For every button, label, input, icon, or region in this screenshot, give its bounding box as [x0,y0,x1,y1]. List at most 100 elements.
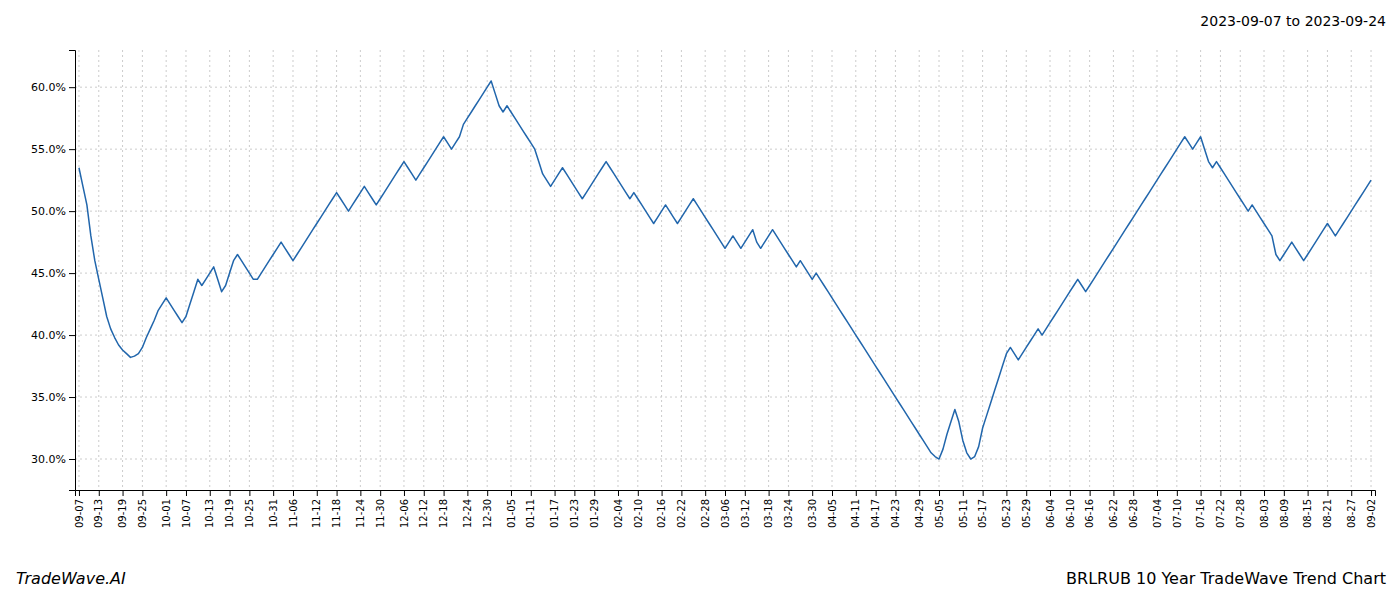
x-tick-mark [919,490,920,496]
x-tick-mark [1006,490,1007,496]
grid-line-x [98,50,99,490]
grid-line-x [768,50,769,490]
x-tick: 10-01 [161,490,172,528]
grid-line-x [467,50,468,490]
x-tick-mark [380,490,381,496]
x-tick-label: 09-13 [93,499,104,528]
x-tick: 06-22 [1108,490,1119,528]
x-tick-mark [1327,490,1328,496]
x-tick-mark [317,490,318,496]
x-tick-label: 10-01 [161,499,172,528]
x-tick-label: 09-25 [137,499,148,528]
grid-line-x [855,50,856,490]
x-tick-label: 06-10 [1065,499,1076,528]
grid-line-x [1283,50,1284,490]
x-tick-mark [594,490,595,496]
grid-line-x [316,50,317,490]
grid-line-x [1264,50,1265,490]
x-tick: 06-10 [1065,490,1076,528]
x-tick-mark [360,490,361,496]
x-tick: 02-28 [700,490,711,528]
x-tick: 09-25 [137,490,148,528]
grid-line-x [705,50,706,490]
x-tick: 09-02 [1366,490,1377,528]
x-tick: 08-27 [1346,490,1357,528]
line [79,81,1371,459]
x-tick: 04-11 [850,490,861,528]
x-tick: 01-29 [589,490,600,528]
x-tick: 10-07 [181,490,192,528]
x-tick: 01-11 [525,490,536,528]
x-tick-label: 01-11 [525,499,536,528]
x-tick-mark [249,490,250,496]
x-tick: 06-16 [1084,490,1095,528]
x-tick: 04-17 [870,490,881,528]
y-tick-label: 40.0% [31,329,66,342]
grid-line-x [1113,50,1114,490]
title: BRLRUB 10 Year TradeWave Trend Chart [1066,569,1386,588]
x-tick: 11-18 [331,490,342,528]
x-tick: 02-22 [676,490,687,528]
x-tick-mark [293,490,294,496]
x-tick-mark [1264,490,1265,496]
x-tick-label: 03-30 [807,499,818,528]
grid-line-x [380,50,381,490]
x-tick-mark [1201,490,1202,496]
x-tick-mark [99,490,100,496]
x-tick-label: 05-05 [934,499,945,528]
x-tick: 11-12 [311,490,322,528]
marks [79,81,1371,459]
y-tick-mark [69,87,75,88]
x-tick: 12-30 [482,490,493,528]
grid-line-x [788,50,789,490]
grid-line-x [832,50,833,490]
x-tick: 10-25 [244,490,255,528]
y-tick-label: 50.0% [31,205,66,218]
x-tick-label: 09-02 [1366,499,1377,528]
grid-line-x [661,50,662,490]
y-tick-mark [69,273,75,274]
x-tick-mark [963,490,964,496]
x-tick-label: 03-18 [763,499,774,528]
x-tick-mark [681,490,682,496]
y-tick-mark [69,149,75,150]
x-tick-label: 07-10 [1172,499,1183,528]
x-tick-label: 06-04 [1045,499,1056,528]
x-tick-label: 10-19 [224,499,235,528]
x-tick-mark [230,490,231,496]
x-tick-label: 12-06 [399,499,410,528]
x-tick-label: 04-29 [914,499,925,528]
grid-line-x [1176,50,1177,490]
x-tick: 05-05 [934,490,945,528]
x-tick-label: 12-24 [462,499,473,528]
x-tick-label: 03-24 [783,499,794,528]
x-tick-mark [725,490,726,496]
grid-line-x [725,50,726,490]
x-tick-label: 02-22 [676,499,687,528]
x-tick-mark [705,490,706,496]
x-tick-mark [895,490,896,496]
y-tick: 55.0% [31,143,75,156]
x-tick-mark [1050,490,1051,496]
x-axis: 09-0709-1309-1909-2510-0110-0710-1310-19… [74,490,1377,528]
grid-line-x [1089,50,1090,490]
x-tick-mark [832,490,833,496]
grid-line-x [637,50,638,490]
x-tick-mark [166,490,167,496]
x-tick-label: 07-28 [1235,499,1246,528]
x-tick-label: 10-13 [204,499,215,528]
grid-line-x [78,50,79,490]
x-tick-mark [210,490,211,496]
x-tick-label: 01-29 [589,499,600,528]
x-tick-label: 03-06 [720,499,731,528]
y-tick-label: 60.0% [31,81,66,94]
plot-area: 09-0709-1309-1909-2510-0110-0710-1310-19… [31,50,1377,528]
x-tick-mark [983,490,984,496]
x-tick-label: 05-11 [958,499,969,528]
x-tick-mark [745,490,746,496]
x-tick-mark [424,490,425,496]
x-tick: 10-13 [204,490,215,528]
grid-line-x [185,50,186,490]
x-tick-label: 09-07 [74,499,85,528]
x-tick: 09-07 [74,490,85,528]
